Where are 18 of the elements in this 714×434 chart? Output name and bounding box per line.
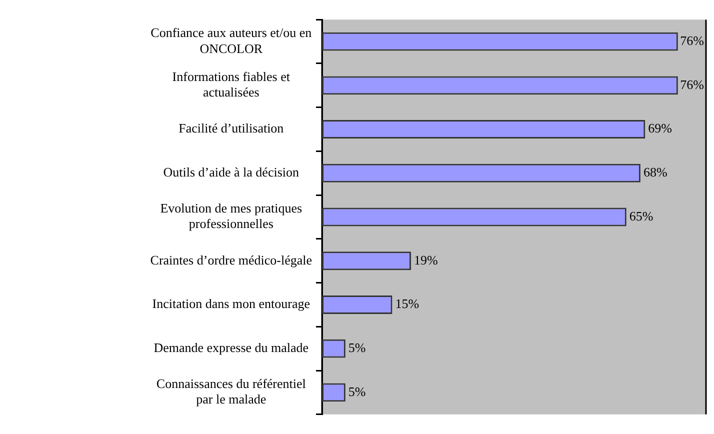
y-tick-label: Outils d’aide à la décision xyxy=(163,164,300,180)
data-label: 69% xyxy=(648,120,672,136)
data-label: 76% xyxy=(680,76,704,92)
y-tick-label: Facilité d’utilisation xyxy=(178,120,284,136)
y-tick-label: Incitation dans mon entourage xyxy=(152,296,310,312)
y-tick-label: Confiance aux auteurs et/ou en ONCOLOR xyxy=(150,25,312,56)
y-tick-label: Craintes d’ordre médico-légale xyxy=(150,252,312,268)
y-tick-label: Evolution de mes pratiques professionnelles xyxy=(160,200,302,232)
data-label: 68% xyxy=(643,164,668,180)
data-label: 5% xyxy=(348,384,366,399)
data-label: 5% xyxy=(348,340,366,356)
y-tick-label: Connaissances du référentiel par le malade xyxy=(156,376,306,407)
data-label: 19% xyxy=(414,252,438,268)
y-tick-label: Demande expresse du malade xyxy=(154,340,309,356)
y-tick-label: Informations fiables et actualisées xyxy=(172,69,290,100)
data-label: 15% xyxy=(395,296,420,312)
data-label: 76% xyxy=(680,32,704,48)
data-label: 65% xyxy=(629,208,654,224)
